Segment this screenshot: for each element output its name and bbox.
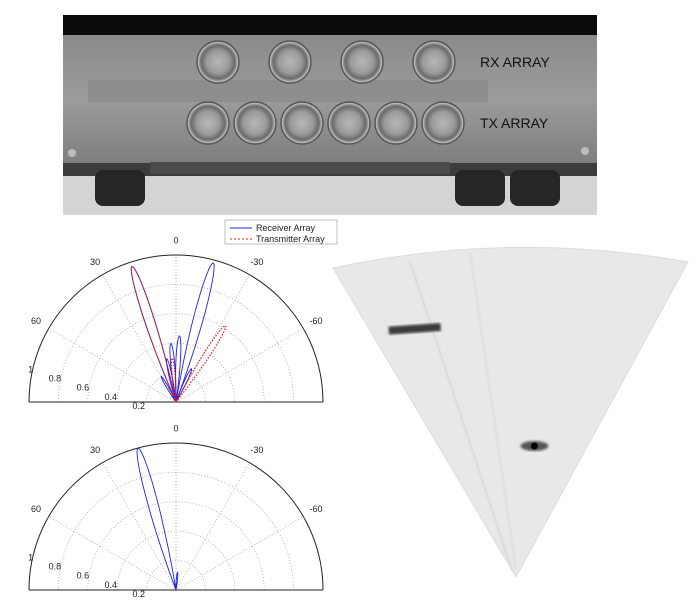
polar-radial-label: 0.8 — [49, 374, 62, 384]
rx-transducer — [196, 40, 240, 84]
tx-transducer — [280, 101, 324, 145]
polar-grid-spoke — [102, 274, 177, 403]
polar-grid-spoke — [175, 328, 304, 403]
legend-receiver-label: Receiver Array — [256, 223, 316, 233]
tx-transducer — [374, 101, 418, 145]
polar-grid-spoke — [48, 328, 177, 403]
transmitter-lobe — [170, 357, 177, 403]
enclosure-top — [63, 15, 597, 35]
legend: Receiver Array Transmitter Array — [224, 219, 338, 245]
polar-radial-label: 0.6 — [77, 383, 90, 393]
polar-grid-spoke — [48, 516, 177, 591]
receiver-lobe — [175, 368, 193, 403]
foot — [455, 170, 505, 206]
sonar-target-point — [530, 442, 538, 450]
polar-grid-spoke — [175, 516, 304, 591]
polar-radial-label: 1 — [28, 365, 33, 375]
polar-angle-label: 30 — [90, 257, 100, 267]
polar-radial-label: 1 — [28, 553, 33, 563]
polar-angle-label: 60 — [31, 316, 41, 326]
polar-grid-ring — [87, 501, 265, 591]
polar-radial-label: 0.6 — [77, 571, 90, 581]
legend-transmitter-label: Transmitter Array — [256, 234, 325, 244]
tx-array-label: TX ARRAY — [480, 115, 549, 131]
receiver-lobe — [160, 375, 177, 403]
polar-grid-ring — [87, 313, 265, 403]
polar-angle-label: -30 — [250, 257, 263, 267]
foot — [95, 170, 145, 206]
receiver-lobe — [175, 571, 179, 591]
tx-transducer — [421, 101, 465, 145]
tx-array — [186, 101, 465, 145]
polar-grid-ring — [146, 560, 206, 591]
polar-grid-spoke — [175, 274, 250, 403]
polar-angle-label: -60 — [310, 504, 323, 514]
transmitter-lobe — [175, 324, 227, 403]
receiver-lobe — [136, 447, 177, 591]
polar-outer-arc — [28, 442, 324, 591]
screw — [68, 149, 76, 157]
rx-transducer — [268, 40, 312, 84]
receiver-lobe — [175, 335, 182, 403]
polar-angle-label: 30 — [90, 445, 100, 455]
polar-grid-ring — [146, 372, 206, 403]
foot — [510, 170, 560, 206]
polar-outer-arc — [28, 254, 324, 403]
polar-grid-spoke — [102, 462, 177, 591]
receiver-lobe — [130, 265, 177, 403]
array-photo: RX ARRAY TX ARRAY — [63, 15, 597, 215]
tx-transducer — [233, 101, 277, 145]
sonar-targets — [388, 323, 549, 451]
polar-radial-label: 0.2 — [133, 589, 146, 599]
rx-transducer — [340, 40, 384, 84]
polar-angle-label: 0 — [173, 423, 178, 433]
screw — [581, 147, 589, 155]
tx-transducer — [186, 101, 230, 145]
polar-radial-label: 0.2 — [133, 401, 146, 411]
receiver-lobe — [175, 262, 215, 403]
polar-angle-label: 60 — [31, 504, 41, 514]
polar-grid-spoke — [175, 462, 250, 591]
polar-radial-label: 0.4 — [105, 392, 118, 402]
polar-angle-label: -30 — [250, 445, 263, 455]
rx-transducer — [412, 40, 456, 84]
polar-plot-receiver: 0 30 -30 60 -60 1 0.8 0.6 0.4 0.2 — [28, 423, 324, 599]
tx-transducer — [327, 101, 371, 145]
polar-radial-label: 0.4 — [105, 580, 118, 590]
polar-angle-label: 0 — [173, 235, 178, 245]
sonar-target-streak — [388, 323, 441, 335]
polar-plot-combined: 0 30 -30 60 -60 1 0.8 0.6 0.4 0.2 — [28, 235, 324, 411]
rx-array — [196, 40, 456, 84]
rx-array-label: RX ARRAY — [480, 54, 550, 70]
polar-angle-label: -60 — [310, 316, 323, 326]
polar-radial-label: 0.8 — [49, 562, 62, 572]
beam-pattern-plots: 0 30 -30 60 -60 1 0.8 0.6 0.4 0.2 0 30 -30 60 -60 1 0.8… — [28, 219, 338, 599]
